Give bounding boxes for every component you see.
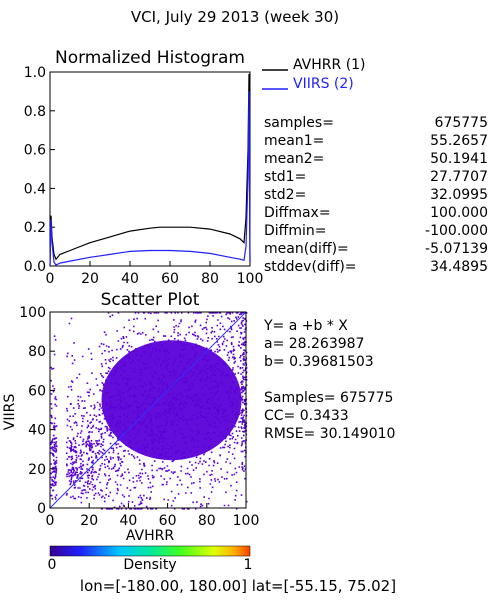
- hist-series-line-viirs: [49, 91, 251, 267]
- scatter-title: Scatter Plot: [101, 290, 200, 310]
- metric-cc: CC= 0.3433: [264, 408, 349, 424]
- hist-y-tick-label: 0.6: [24, 143, 46, 159]
- stat-label: samples=: [264, 115, 334, 131]
- scatter-density-cloud: [50, 312, 248, 510]
- colorbar-max-label: 1: [244, 557, 253, 573]
- page-title: VCI, July 29 2013 (week 30): [131, 8, 339, 26]
- scatter-xlabel: AVHRR: [126, 528, 175, 544]
- footer-coordinates: lon=[-180.00, 180.00] lat=[-55.15, 75.02…: [80, 577, 396, 595]
- metric-rmse: RMSE= 30.149010: [264, 426, 395, 442]
- scatter-x-tick-label: 0: [46, 513, 55, 529]
- stat-label: stddev(diff)=: [264, 259, 357, 275]
- histogram-axes: 0 20 40 60 80 100 0.0 0.2 0.4 0.6 0.8 1.0: [24, 65, 264, 287]
- stat-value: 100.000: [430, 205, 488, 221]
- hist-y-tick-label: 0.8: [24, 104, 46, 120]
- histogram-plot-area: [49, 71, 251, 267]
- legend-label-viirs: VIIRS (2): [293, 76, 354, 92]
- scatter-ylabel: VIIRS: [2, 394, 18, 431]
- stat-label: mean1=: [264, 133, 324, 149]
- hist-x-tick-label: 60: [161, 271, 179, 287]
- stat-label: Diffmin=: [264, 223, 326, 239]
- stat-value: 675775: [435, 115, 488, 131]
- hist-x-tick-label: 40: [121, 271, 139, 287]
- regression-a: a= 28.263987: [264, 336, 364, 352]
- stat-label: mean(diff)=: [264, 241, 349, 257]
- stat-value: 32.0995: [430, 187, 488, 203]
- scatter-axes: 0 20 40 60 80 100 0 20 40 60 80 100: [19, 305, 259, 529]
- regression-b: b= 0.39681503: [264, 354, 374, 370]
- scatter-x-tick-label: 40: [119, 513, 137, 529]
- scatter-x-tick-label: 100: [233, 513, 260, 529]
- scatter-y-tick-label: 40: [28, 423, 46, 439]
- stat-label: Diffmax=: [264, 205, 331, 221]
- stat-value: -100.000: [425, 223, 488, 239]
- scatter-x-tick-label: 80: [198, 513, 216, 529]
- hist-y-tick-label: 0.0: [24, 259, 46, 275]
- hist-y-tick-label: 1.0: [24, 65, 46, 81]
- stat-value: -5.07139: [425, 241, 488, 257]
- legend-label-avhrr: AVHRR (1): [293, 57, 366, 73]
- scatter-y-tick-label: 60: [28, 383, 46, 399]
- scatter-core-density: [101, 340, 242, 461]
- stat-label: std1=: [264, 169, 306, 185]
- hist-x-tick-label: 80: [201, 271, 219, 287]
- histogram-stats: samples= 675775 mean1= 55.2657 mean2= 50…: [264, 115, 488, 275]
- stat-value: 55.2657: [430, 133, 488, 149]
- hist-x-tick-label: 0: [46, 271, 55, 287]
- hist-series-line-avhrr: [49, 73, 251, 267]
- colorbar-label: Density: [123, 557, 176, 573]
- scatter-frame: [49, 311, 247, 509]
- stat-value: 27.7707: [430, 169, 488, 185]
- histogram-series: [49, 73, 251, 267]
- scatter-x-tick-label: 20: [80, 513, 98, 529]
- density-colorbar: [49, 545, 251, 557]
- stat-label: mean2=: [264, 151, 324, 167]
- hist-x-tick-label: 100: [237, 271, 264, 287]
- stat-value: 34.4895: [430, 259, 488, 275]
- scatter-y-tick-label: 100: [19, 305, 46, 321]
- metric-samples: Samples= 675775: [264, 390, 393, 406]
- stat-label: std2=: [264, 187, 306, 203]
- scatter-y-tick-label: 0: [37, 501, 46, 517]
- colorbar-min-label: 0: [48, 557, 57, 573]
- regression-equation: Y= a +b * X: [263, 318, 348, 334]
- scatter-stats: Y= a +b * X a= 28.263987 b= 0.39681503 S…: [263, 318, 395, 442]
- scatter-y-tick-label: 80: [28, 344, 46, 360]
- histogram-title: Normalized Histogram: [55, 48, 245, 68]
- hist-y-tick-label: 0.4: [24, 181, 46, 197]
- scatter-y-tick-label: 20: [28, 462, 46, 478]
- hist-x-tick-label: 20: [81, 271, 99, 287]
- hist-y-tick-label: 0.2: [24, 220, 46, 236]
- identity-line: [49, 311, 247, 509]
- scatter-x-tick-label: 60: [159, 513, 177, 529]
- stat-value: 50.1941: [430, 151, 488, 167]
